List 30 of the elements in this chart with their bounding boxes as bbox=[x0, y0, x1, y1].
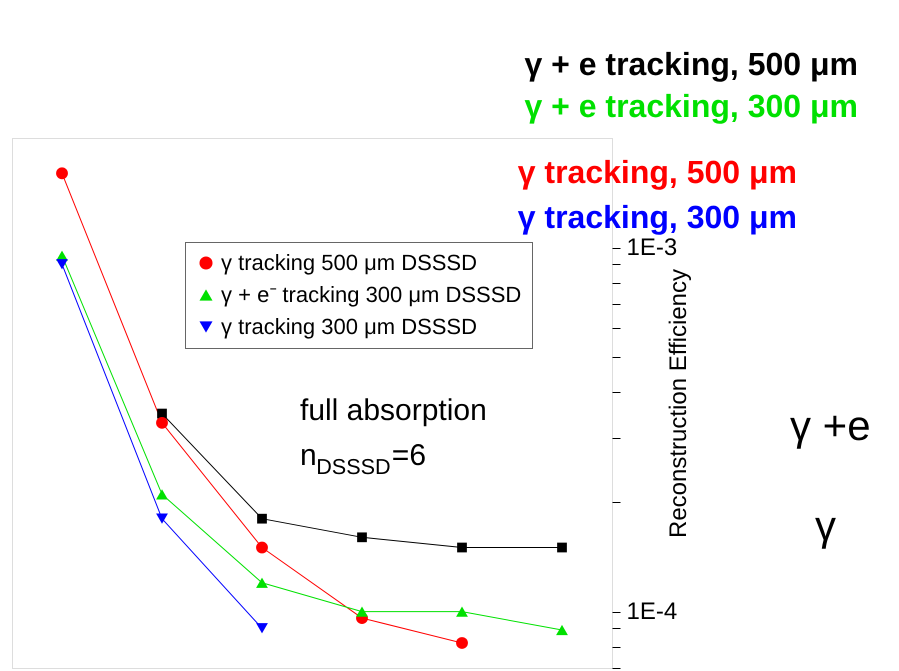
legend-label: γ + e⁻ tracking 300 μm DSSSD bbox=[221, 282, 522, 307]
y-axis-title: Reconstruction Efficiency bbox=[665, 268, 692, 538]
point bbox=[257, 514, 267, 524]
legend-label: γ tracking 500 μm DSSSD bbox=[221, 250, 477, 275]
text: γ bbox=[815, 502, 836, 549]
annotation: full absorption bbox=[300, 394, 487, 427]
point bbox=[456, 606, 468, 617]
point bbox=[157, 408, 167, 418]
point bbox=[356, 606, 368, 617]
point bbox=[256, 578, 268, 588]
point bbox=[156, 416, 168, 429]
annotation: γ tracking, 500 μm bbox=[518, 154, 797, 190]
point bbox=[256, 623, 268, 634]
point bbox=[357, 532, 367, 542]
legend-label: γ tracking 300 μm DSSSD bbox=[221, 314, 477, 339]
point bbox=[56, 259, 68, 270]
point bbox=[457, 542, 467, 552]
point bbox=[156, 514, 168, 524]
annotation: γ tracking, 300 μm bbox=[518, 199, 797, 235]
point bbox=[56, 167, 68, 180]
text: γ +e bbox=[790, 402, 871, 449]
point bbox=[557, 542, 567, 552]
text: γ + e tracking, 300 μm bbox=[524, 88, 858, 124]
y-tick-label: 1E-4 bbox=[626, 598, 678, 626]
point bbox=[156, 489, 168, 500]
text: γ + e tracking, 500 μm bbox=[524, 46, 858, 82]
y-tick-label: 1E-3 bbox=[626, 234, 678, 262]
point bbox=[256, 542, 268, 554]
point bbox=[556, 624, 568, 636]
point bbox=[456, 637, 468, 649]
